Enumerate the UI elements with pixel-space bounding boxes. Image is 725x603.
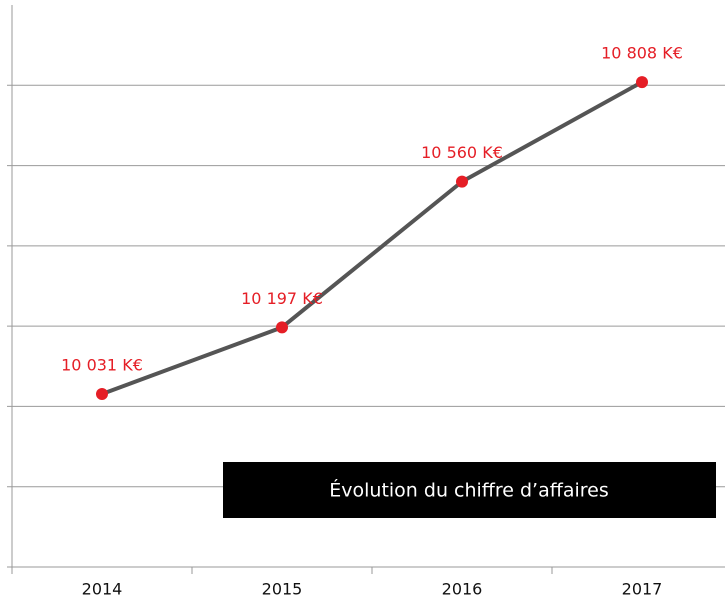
data-label: 10 560 K€	[421, 143, 503, 162]
x-tick-label: 2017	[622, 580, 663, 599]
data-label: 10 031 K€	[61, 355, 143, 374]
line	[101, 80, 643, 396]
data-label: 10 808 K€	[601, 44, 683, 63]
data-label: 10 197 K€	[241, 289, 323, 308]
point	[456, 175, 468, 188]
x-tick-label: 2016	[442, 580, 483, 599]
title-box	[223, 462, 716, 518]
x-tick-label: 2015	[262, 580, 303, 599]
point	[276, 321, 288, 334]
point	[636, 76, 648, 89]
chart-title: Évolution du chiffre d’affaires	[329, 479, 609, 502]
point	[96, 387, 108, 400]
x-tick-label: 2014	[82, 580, 123, 599]
